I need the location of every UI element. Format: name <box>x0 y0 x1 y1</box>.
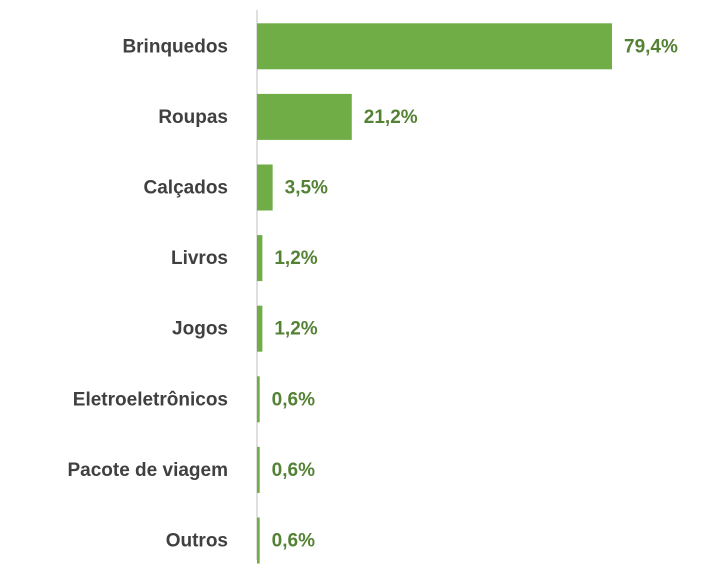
category-label: Outros <box>166 531 228 552</box>
bar <box>257 305 263 352</box>
category-label: Pacote de viagem <box>67 460 228 481</box>
bar <box>257 235 263 282</box>
value-label: 79,4% <box>624 36 678 57</box>
bar <box>257 23 612 70</box>
bar <box>257 93 352 140</box>
category-label: Livros <box>171 248 228 269</box>
value-label: 0,6% <box>272 389 315 410</box>
value-label: 0,6% <box>272 460 315 481</box>
value-label: 21,2% <box>364 107 418 128</box>
bar <box>257 517 260 564</box>
value-label: 1,2% <box>274 319 317 340</box>
value-label: 3,5% <box>285 178 328 199</box>
category-label: Brinquedos <box>122 36 228 57</box>
bar <box>257 376 260 423</box>
category-label: Jogos <box>172 319 228 340</box>
category-label: Calçados <box>144 178 228 199</box>
value-label: 1,2% <box>274 248 317 269</box>
bar <box>257 446 260 493</box>
bar <box>257 164 273 211</box>
value-label: 0,6% <box>272 531 315 552</box>
category-label: Eletroeletrônicos <box>73 389 228 410</box>
category-label: Roupas <box>158 107 228 128</box>
